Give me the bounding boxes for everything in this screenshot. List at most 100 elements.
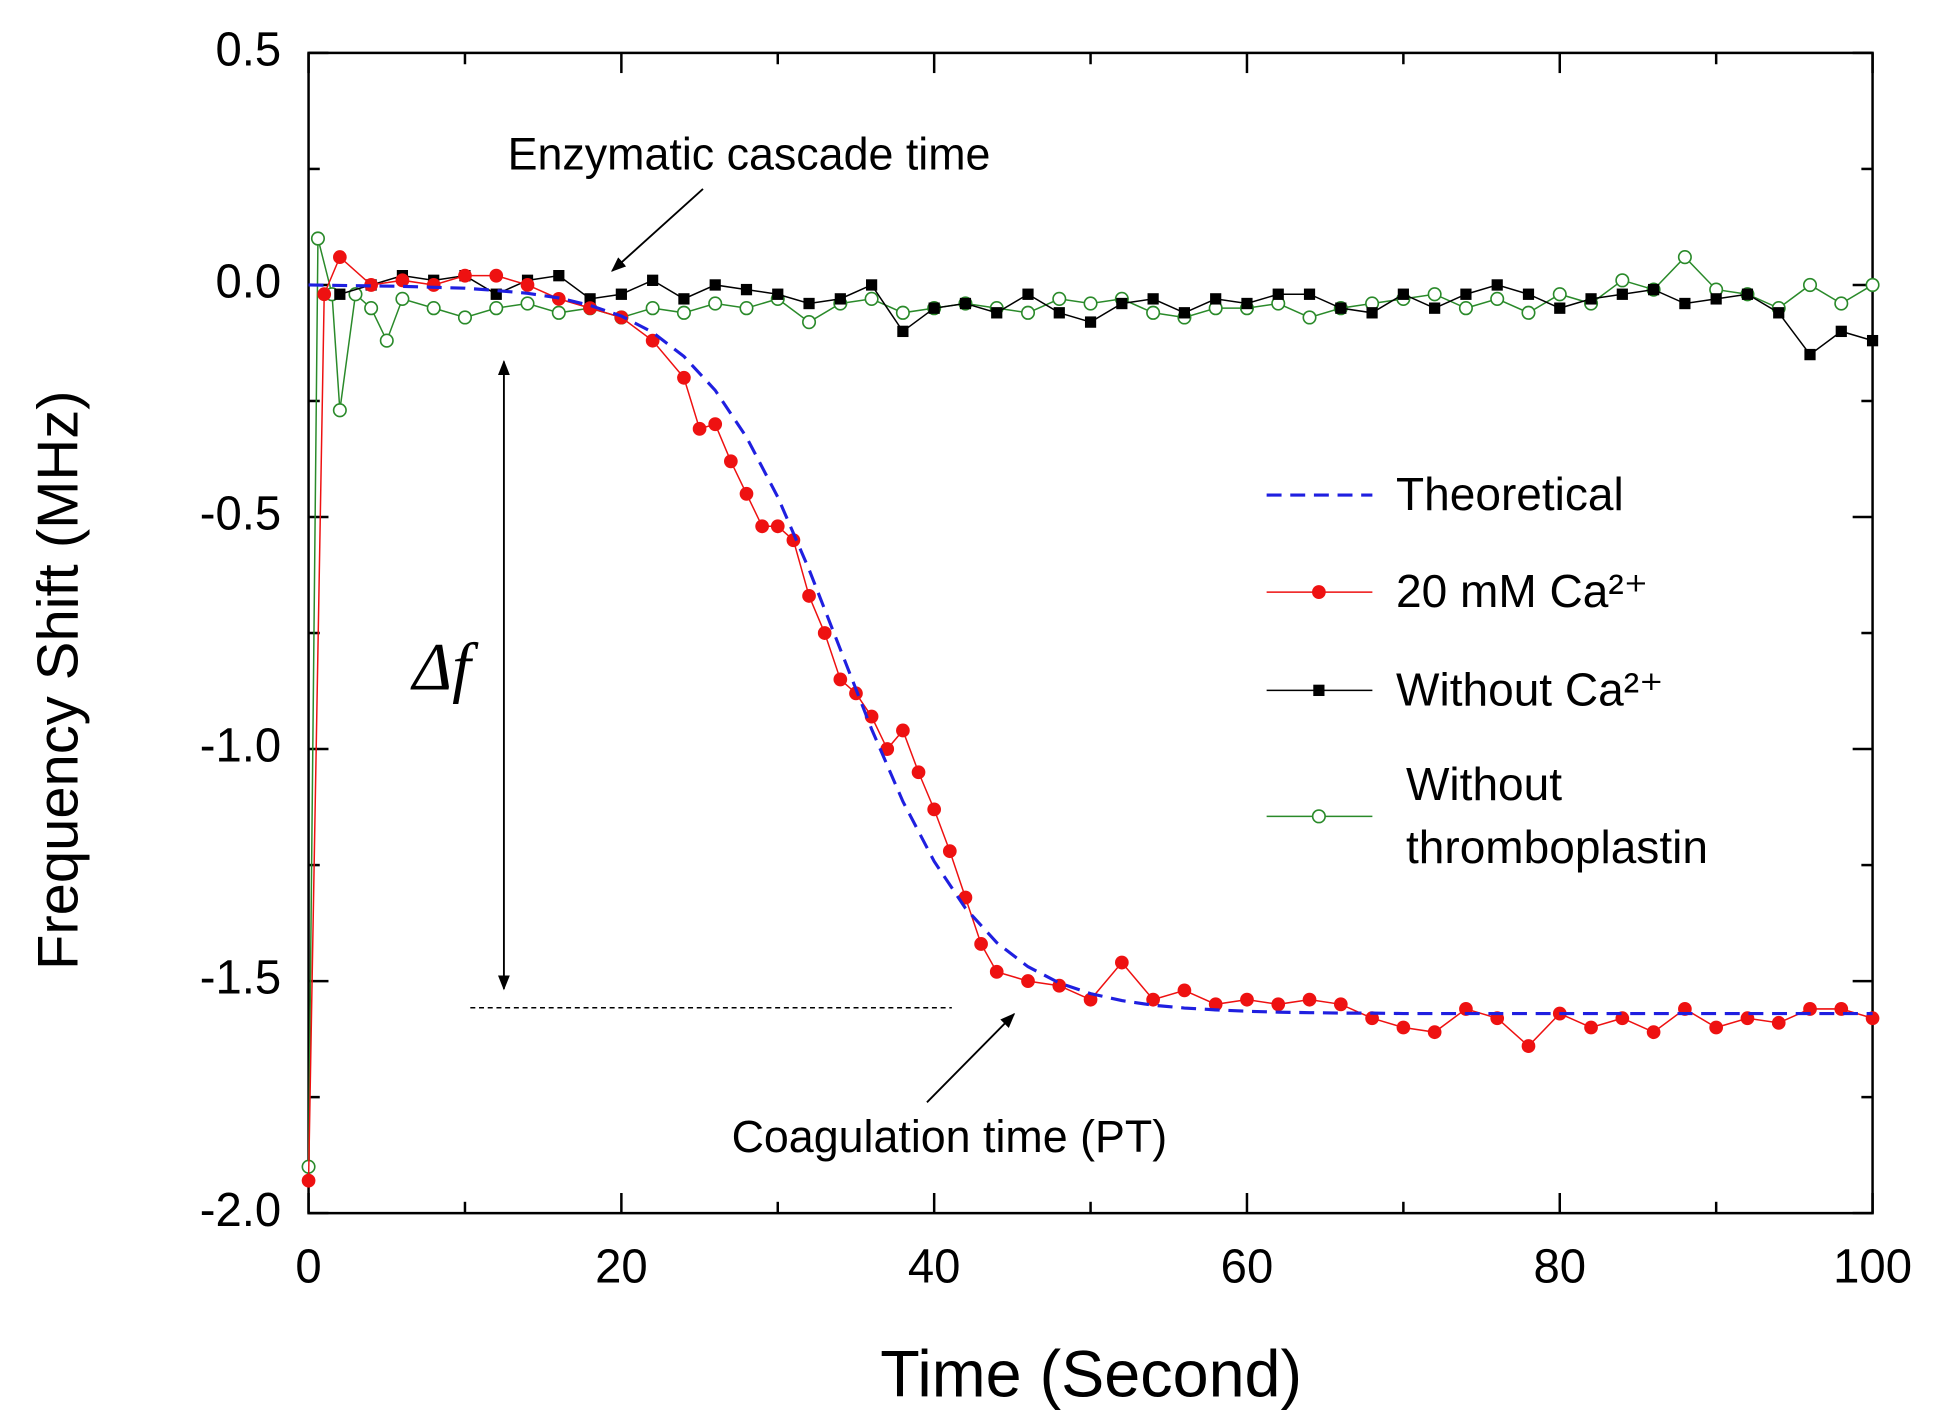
data-point	[1083, 296, 1098, 311]
data-point	[1709, 1020, 1724, 1035]
data-point	[974, 937, 988, 951]
x-axis-title: Time (Second)	[880, 1337, 1302, 1410]
x-tick-label: 20	[595, 1240, 648, 1293]
data-point	[802, 314, 817, 330]
data-point	[645, 333, 660, 348]
y-tick-label: -0.5	[200, 487, 281, 540]
data-point	[489, 268, 504, 283]
data-point	[395, 291, 410, 306]
legend-marker	[1311, 809, 1326, 824]
data-point	[1677, 249, 1692, 265]
data-point	[647, 274, 659, 286]
annotation-arrow	[926, 1013, 1016, 1103]
data-point	[1396, 1020, 1411, 1035]
data-point	[1146, 305, 1161, 320]
data-point	[897, 325, 909, 338]
data-point	[333, 250, 347, 265]
data-point	[1648, 283, 1660, 296]
data-point	[1303, 288, 1316, 300]
data-point	[755, 519, 769, 534]
data-point	[1458, 301, 1473, 316]
data-point	[1021, 974, 1035, 989]
data-point	[1834, 296, 1849, 311]
data-point	[880, 742, 895, 756]
data-point	[1115, 955, 1129, 970]
data-point	[1053, 307, 1065, 319]
y-axis-title: Frequency Shift (MHz)	[27, 391, 91, 970]
data-point	[1083, 992, 1098, 1007]
data-point	[864, 709, 879, 724]
data-point	[1460, 288, 1472, 300]
data-point	[677, 370, 691, 385]
data-point	[1741, 288, 1754, 300]
data-point	[739, 301, 754, 316]
data-point	[1710, 293, 1722, 305]
series-line	[308, 283, 1873, 1016]
y-tick-label: 0.0	[215, 255, 281, 308]
data-point	[332, 403, 347, 418]
legend-entry: Without thromboplastin	[1406, 758, 1708, 873]
data-point	[1052, 291, 1067, 306]
data-point	[1427, 1025, 1442, 1040]
y-tick-label: -2.0	[200, 1184, 281, 1237]
data-point	[833, 672, 848, 687]
legend-label: Theoretical	[1396, 468, 1624, 521]
data-point	[1773, 307, 1785, 319]
data-point	[310, 231, 325, 246]
annotation: Δf	[410, 629, 479, 704]
y-tick-label: -1.5	[200, 951, 281, 1004]
data-point	[1084, 316, 1097, 328]
data-point	[426, 278, 441, 292]
data-point	[458, 268, 472, 283]
data-point	[1147, 293, 1159, 305]
legend-label: Without Ca²⁺	[1396, 663, 1664, 716]
data-point	[1490, 291, 1505, 306]
data-point	[739, 486, 754, 501]
data-point	[1240, 992, 1254, 1007]
data-point	[1552, 287, 1567, 302]
data-point	[676, 305, 691, 320]
data-point	[584, 293, 596, 305]
legend-marker	[1312, 585, 1326, 600]
data-point	[678, 293, 690, 305]
data-point	[301, 1173, 316, 1188]
data-point	[426, 301, 441, 316]
data-point	[1771, 1015, 1786, 1030]
data-point	[1584, 1020, 1598, 1035]
x-tick-label: 100	[1833, 1240, 1912, 1293]
data-point	[1522, 288, 1535, 300]
data-point	[709, 279, 721, 291]
data-point	[1272, 288, 1284, 300]
data-point	[1302, 310, 1317, 325]
y-tick-label: -1.0	[200, 719, 281, 772]
data-point	[1365, 1011, 1379, 1026]
x-tick-label: 60	[1221, 1240, 1274, 1293]
data-point	[1865, 277, 1880, 293]
data-point	[1178, 307, 1191, 319]
data-point	[489, 301, 504, 316]
annotation: Coagulation time (PT)	[732, 1111, 1168, 1162]
data-point	[1804, 348, 1816, 361]
data-point	[1866, 334, 1879, 347]
plot-layer: 0 20 40 60 80 100 0.5 0.0 -0.5 -1.0 -1.5 -2.0 Theore…	[200, 23, 1912, 1293]
data-point	[770, 519, 785, 534]
data-point	[989, 964, 1004, 979]
data-point	[896, 723, 910, 738]
data-point	[1679, 297, 1691, 310]
data-point	[1646, 1025, 1661, 1040]
annotation-arrow	[611, 188, 704, 272]
data-point	[817, 626, 832, 640]
data-point	[1521, 305, 1536, 320]
data-point	[803, 297, 815, 310]
data-point	[520, 296, 535, 311]
legend-entry: Theoretical	[1396, 468, 1624, 521]
data-point	[991, 307, 1003, 319]
data-point	[490, 288, 502, 300]
data-point	[740, 283, 753, 296]
legend-label: 20 mM Ca²⁺	[1396, 565, 1649, 618]
data-point	[334, 288, 346, 300]
data-point	[928, 302, 940, 314]
x-tick-label: 80	[1533, 1240, 1586, 1293]
data-point	[1022, 288, 1034, 300]
